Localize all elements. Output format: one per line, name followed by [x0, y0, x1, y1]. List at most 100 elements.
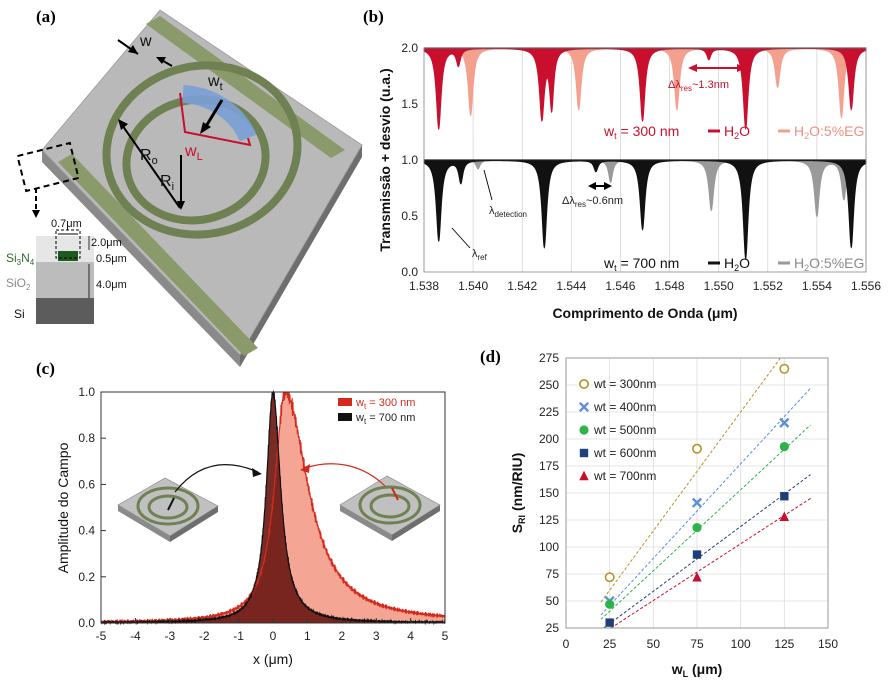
sensing-section-highlight: [182, 85, 257, 142]
dim-2p0-label: 2.0μm: [91, 237, 122, 249]
panel-b-frame: [423, 47, 867, 273]
b-ytick-label: 1.5: [401, 97, 418, 111]
d-ytick-label: 200: [539, 432, 559, 446]
d-ytick-label: 225: [539, 405, 559, 419]
ro-arrowhead: [118, 119, 128, 130]
d-point: [605, 618, 614, 627]
d-point: [692, 522, 702, 533]
d-xtick-label: 75: [690, 637, 704, 651]
lambda-det-pointer: [483, 169, 493, 201]
d-ytick-label: 50: [546, 594, 560, 608]
panel-b-ticks: 1.538 1.540 1.542 1.544 1.546 1.548 1.550 1.552…: [401, 41, 881, 293]
legend-c-700: wt = 700 nm: [355, 412, 415, 426]
c-xtick-label: -4: [130, 629, 141, 643]
d-point: [779, 511, 790, 521]
inset-700-pointer: [174, 464, 259, 493]
panel-b: (b) 1.538 1.540 1.542 1.544 1.546 1.548 1.550 1…: [363, 7, 881, 321]
annot-bot-text: Δλres~0.6nm: [562, 195, 623, 209]
c-xtick-label: 4: [407, 629, 414, 643]
ri-label: Ri: [160, 173, 174, 193]
core-dashed-outline: [55, 229, 81, 259]
d-legend-label: wt = 300nm: [593, 377, 656, 391]
d-fit-line: [600, 424, 811, 620]
d-fit-line: [610, 497, 811, 629]
panel-c-ticks: -5 -4 -3 -2 -1 0 1 2 3 4 5 0.0 0.2 0.4 0.6 0.8 1.0: [78, 385, 448, 643]
c-xtick-label: 3: [373, 629, 380, 643]
panel-d-ylabel: SRI (nm/RIU): [509, 453, 527, 534]
b-xtick-label: 1.546: [605, 279, 635, 293]
panel-b-label: (b): [363, 7, 384, 26]
d-legend-marker: [579, 425, 589, 435]
legend-top-h2o: H2O: [724, 123, 750, 141]
panel-c-ylabel: Amplitude do Campo: [55, 442, 71, 573]
si3n4-label: Si3N4: [6, 251, 35, 267]
inset-300-pointer: [304, 463, 386, 487]
d-legend-label: wt = 500nm: [593, 423, 656, 437]
panel-c-label: (c): [36, 359, 55, 378]
d-legend-marker: [578, 401, 590, 413]
d-legend-label: wt = 400nm: [593, 400, 656, 414]
lambda-ref-pointer: [451, 227, 471, 249]
chip-side-right: [240, 145, 362, 367]
panel-d-xlabel: wL (μm): [671, 661, 723, 679]
panel-b-xlabel: Comprimento de Onda (μm): [552, 305, 737, 321]
annot-bot-arrowhead-left: [588, 182, 596, 190]
cross-section-sio2-layer: [36, 262, 94, 298]
d-ytick-label: 25: [546, 621, 560, 635]
zoom-arrowhead: [32, 210, 40, 218]
d-fit-line: [600, 387, 811, 616]
legend-bot-h2o: H2O: [724, 255, 750, 273]
d-point: [779, 417, 790, 428]
c-xtick-label: 2: [338, 629, 345, 643]
b-xtick-label: 1.554: [802, 279, 832, 293]
inset-device-700: [117, 477, 219, 542]
annot-top-text: Δλres~1.3nm: [668, 79, 729, 93]
panel-d-label: (d): [480, 347, 501, 366]
d-point: [691, 497, 703, 508]
c-xtick-label: 0: [270, 629, 277, 643]
panel-d-points: [604, 363, 790, 627]
d-ytick-label: 150: [539, 486, 559, 500]
b-xtick-label: 1.544: [556, 279, 586, 293]
b-series-300-h2o: [423, 47, 867, 131]
panel-b-series: [423, 47, 867, 261]
c-ytick-label: 0.0: [78, 616, 95, 630]
d-legend-marker: [579, 470, 589, 481]
b-xtick-label: 1.538: [409, 279, 439, 293]
c-xtick-label: -2: [199, 629, 210, 643]
ri-arrowhead: [177, 201, 185, 210]
annot-top-arrowhead-left: [688, 64, 697, 72]
legend-top-wt: wt = 300 nm: [603, 123, 679, 141]
panel-d: (d) 0 25 50 75 100 125 15025507510012515017520…: [480, 347, 838, 679]
d-ytick-label: 175: [539, 459, 559, 473]
c-xtick-label: 1: [304, 629, 311, 643]
b-xtick-label: 1.542: [507, 279, 537, 293]
b-series-700-h2o: [423, 159, 867, 261]
d-legend-label: wt = 600nm: [593, 446, 656, 460]
b-ytick-label: 2.0: [401, 41, 418, 55]
d-point: [779, 363, 790, 374]
d-point: [605, 599, 615, 609]
d-point: [691, 443, 702, 454]
d-xtick-label: 50: [647, 637, 661, 651]
dim-4p0-label: 4.0μm: [96, 279, 127, 291]
wt-label: wt: [207, 73, 223, 93]
d-xtick-label: 150: [818, 637, 838, 651]
w-label: w: [139, 33, 152, 50]
c-ytick-label: 1.0: [78, 385, 95, 399]
d-point: [692, 550, 702, 559]
panel-c: (c) -5 -4 -3 -2 -1 0 1 2 3 4 5 0.0 0.2 0.4 0.6 0.8 1.0 A…: [36, 359, 449, 667]
legend-bot-eg: H2O:5%EG: [794, 255, 864, 273]
d-legend-marker: [578, 378, 589, 389]
panel-d-ticks: 0 25 50 75 100 125 150255075100125150175200225…: [539, 351, 838, 651]
d-ytick-label: 275: [539, 351, 559, 365]
panel-d-fits: [600, 357, 811, 629]
d-ytick-label: 250: [539, 378, 559, 392]
wt-arrowhead: [200, 122, 211, 134]
b-xtick-label: 1.548: [655, 279, 685, 293]
c-ytick-label: 0.8: [78, 431, 95, 445]
d-fit-line: [603, 474, 811, 629]
panel-b-ylabel: Transmissão + desvio (u.a.): [377, 68, 393, 251]
panel-a-label: (a): [36, 7, 56, 26]
d-xtick-label: 125: [774, 637, 794, 651]
